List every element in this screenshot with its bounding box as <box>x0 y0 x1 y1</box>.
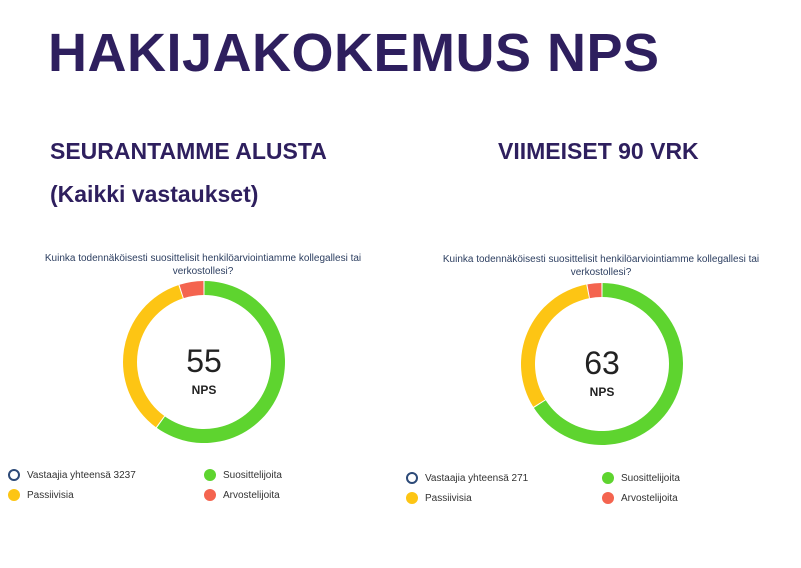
promoters-dot-icon <box>602 472 614 484</box>
chart-1-subheading: (Kaikki vastaukset) <box>50 181 259 207</box>
chart-2-legend-respondents: Vastaajia yhteensä 271 <box>406 472 528 484</box>
chart-1-nps-value: 55 <box>186 343 222 379</box>
chart-1-legend-promoters-label: Suosittelijoita <box>223 469 282 481</box>
chart-2-legend-promoters-label: Suosittelijoita <box>621 472 680 484</box>
chart-1-legend-respondents: Vastaajia yhteensä 3237 <box>8 469 136 481</box>
chart-1-heading: SEURANTAMME ALUSTA <box>50 138 327 164</box>
chart-2-heading: VIIMEISET 90 VRK <box>498 138 699 164</box>
chart-1-legend-passives-label: Passiivisia <box>27 489 74 501</box>
chart-2-slice-detractors <box>587 283 602 299</box>
respondents-dot-icon <box>406 472 418 484</box>
chart-2-nps-value: 63 <box>584 345 620 381</box>
chart-1-donut: 55 NPS <box>123 281 285 443</box>
page-title: HAKIJAKOKEMUS NPS <box>48 23 660 83</box>
chart-2-legend-detractors-label: Arvostelijoita <box>621 492 678 504</box>
detractors-dot-icon <box>602 492 614 504</box>
chart-1-slice-passives <box>123 285 183 428</box>
chart-2-donut: 63 NPS <box>521 283 683 445</box>
chart-2-question: Kuinka todennäköisesti suosittelisit hen… <box>442 254 760 278</box>
chart-2-legend-passives-label: Passiivisia <box>425 492 472 504</box>
chart-1-slice-promoters <box>156 281 285 443</box>
chart-1-legend-promoters: Suosittelijoita <box>204 469 282 481</box>
chart-2-legend-respondents-label: Vastaajia yhteensä 271 <box>425 472 529 484</box>
chart-1-question: Kuinka todennäköisesti suosittelisit hen… <box>44 253 362 277</box>
chart-2-nps-label: NPS <box>590 385 615 399</box>
chart-2-legend-promoters: Suosittelijoita <box>602 472 680 484</box>
respondents-dot-icon <box>8 469 20 481</box>
chart-2-legend-passives: Passiivisia <box>406 492 472 504</box>
chart-1-legend-detractors-label: Arvostelijoita <box>223 489 280 501</box>
chart-1-nps-label: NPS <box>192 383 217 397</box>
detractors-dot-icon <box>204 489 216 501</box>
chart-1-legend-detractors: Arvostelijoita <box>204 489 280 501</box>
passives-dot-icon <box>8 489 20 501</box>
passives-dot-icon <box>406 492 418 504</box>
chart-2-slice-passives <box>521 284 589 407</box>
promoters-dot-icon <box>204 469 216 481</box>
chart-1-slice-detractors <box>179 281 204 299</box>
chart-2-legend-detractors: Arvostelijoita <box>602 492 678 504</box>
chart-1-legend-respondents-label: Vastaajia yhteensä 3237 <box>27 469 136 481</box>
chart-1-legend-passives: Passiivisia <box>8 489 74 501</box>
